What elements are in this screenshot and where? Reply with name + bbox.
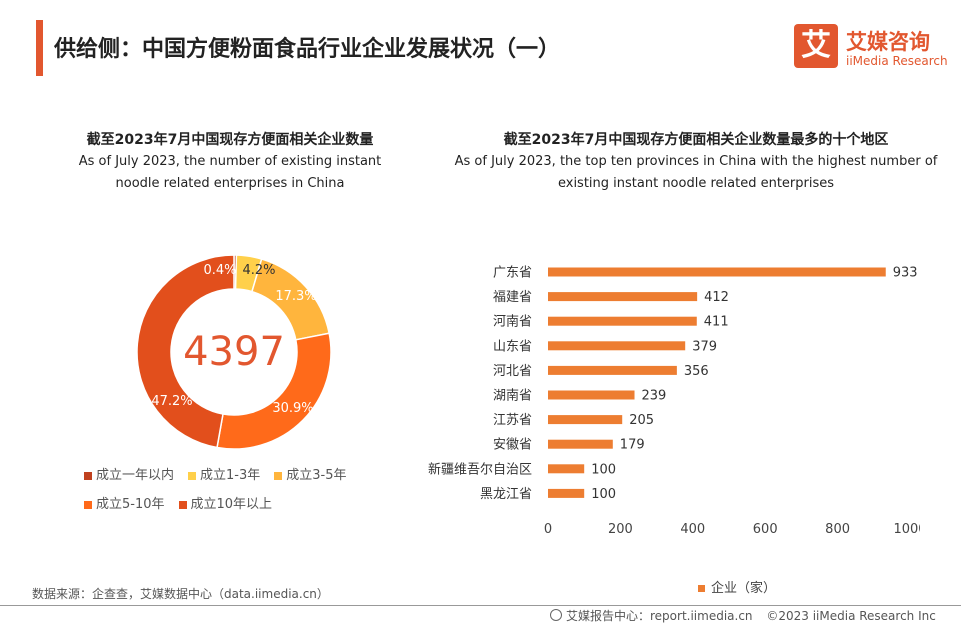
legend-label: 成立10年以上 <box>190 497 273 512</box>
bar-title-en-line1: As of July 2023, the top ten provinces i… <box>454 154 938 169</box>
donut-slice-label: 4.2% <box>242 263 275 278</box>
bar <box>548 464 585 474</box>
footer: 艾媒报告中心：report.iimedia.cn ©2023 iiMedia R… <box>550 607 936 624</box>
bar-value-label: 239 <box>642 389 667 404</box>
bar-value-label: 205 <box>629 413 654 428</box>
legend-label: 成立一年以内 <box>96 468 175 483</box>
bar <box>548 316 697 326</box>
bar-value-label: 100 <box>591 487 616 502</box>
bar-legend-swatch <box>698 585 705 592</box>
globe-icon <box>550 609 562 621</box>
bar-value-label: 933 <box>893 266 918 281</box>
bar-value-label: 356 <box>684 364 709 379</box>
bar-category-label: 江苏省 <box>493 412 532 428</box>
logo-text-en: iiMedia Research <box>846 54 948 68</box>
brand-logo: 艾 艾媒咨询 iiMedia Research <box>794 24 954 74</box>
bar-value-label: 412 <box>704 290 729 305</box>
bar-category-label: 黑龙江省 <box>480 487 532 502</box>
bar-category-label: 福建省 <box>493 290 532 305</box>
bar-value-label: 179 <box>620 438 645 453</box>
legend-swatch <box>84 500 92 509</box>
logo-text-cn: 艾媒咨询 <box>846 30 930 54</box>
page-title: 供给侧：中国方便粉面食品行业企业发展状况（一） <box>54 37 561 62</box>
donut-title-en-line2: noodle related enterprises in China <box>115 176 345 191</box>
donut-slice-label: 47.2% <box>151 394 192 409</box>
title-accent-bar <box>36 20 43 76</box>
footer-divider <box>0 605 961 606</box>
donut-chart: 0.4% 4.2%17.3% 30.9% 47.2% 4397 <box>136 254 332 450</box>
donut-slice-label: 0.4% <box>203 263 236 278</box>
legend-label: 成立3-5年 <box>286 468 347 483</box>
bar <box>548 390 635 400</box>
bar-category-label: 山东省 <box>493 339 532 354</box>
donut-legend-item: 成立10年以上 <box>178 493 273 512</box>
footer-copyright: ©2023 iiMedia Research Inc <box>766 609 936 623</box>
bar-title-en-line2: existing instant noodle related enterpri… <box>557 176 835 191</box>
donut-chart-title: 截至2023年7月中国现存方便面相关企业数量 As of July 2023, … <box>20 129 440 195</box>
x-tick-label: 200 <box>608 522 633 537</box>
bar-chart-title: 截至2023年7月中国现存方便面相关企业数量最多的十个地区 As of July… <box>450 129 942 195</box>
bar-category-label: 安徽省 <box>493 438 532 453</box>
bar-category-label: 河南省 <box>493 314 532 330</box>
legend-swatch <box>84 471 92 480</box>
bar-category-label: 湖南省 <box>493 388 532 404</box>
donut-legend-item: 成立5-10年 <box>84 493 165 512</box>
donut-legend: 成立一年以内 成立1-3年 成立3-5年成立5-10年 成立10年以上 <box>84 464 384 522</box>
bar <box>548 415 623 425</box>
donut-slice-label: 17.3% <box>275 289 316 304</box>
bar <box>548 439 613 449</box>
data-source: 数据来源：企查查，艾媒数据中心（data.iimedia.cn） <box>32 587 329 601</box>
bar-category-label: 广东省 <box>493 266 532 281</box>
donut-title-cn: 截至2023年7月中国现存方便面相关企业数量 <box>86 132 374 148</box>
bar <box>548 292 698 302</box>
bar-category-label: 新疆维吾尔自治区 <box>428 461 532 477</box>
donut-center-value: 4397 <box>183 329 285 375</box>
bar-legend: 企业（家） <box>698 577 776 596</box>
bar <box>548 267 886 277</box>
legend-label: 成立1-3年 <box>200 468 261 483</box>
legend-swatch <box>188 471 197 480</box>
x-tick-label: 600 <box>753 522 778 537</box>
legend-swatch <box>178 500 187 509</box>
legend-label: 成立5-10年 <box>96 497 165 512</box>
bar-value-label: 379 <box>692 339 717 354</box>
donut-legend-item: 成立一年以内 <box>84 464 174 483</box>
x-tick-label: 400 <box>680 522 705 537</box>
footer-report-center: 艾媒报告中心：report.iimedia.cn <box>566 609 753 623</box>
bar <box>548 365 677 375</box>
bar-category-label: 河北省 <box>493 364 532 379</box>
donut-legend-item: 成立3-5年 <box>274 464 346 483</box>
bar-title-cn: 截至2023年7月中国现存方便面相关企业数量最多的十个地区 <box>503 132 889 148</box>
x-tick-label: 800 <box>825 522 850 537</box>
x-tick-label: 0 <box>544 522 552 537</box>
bar-value-label: 100 <box>591 462 616 477</box>
bar <box>548 341 686 351</box>
donut-slice-label: 30.9% <box>272 401 313 416</box>
bar-legend-label: 企业（家） <box>711 581 777 596</box>
logo-mark: 艾 <box>794 24 838 68</box>
bar <box>548 488 585 498</box>
donut-legend-item: 成立1-3年 <box>188 464 260 483</box>
donut-title-en-line1: As of July 2023, the number of existing … <box>78 154 382 169</box>
legend-swatch <box>274 471 283 480</box>
bar-value-label: 411 <box>704 315 729 330</box>
donut-slice <box>136 254 235 449</box>
